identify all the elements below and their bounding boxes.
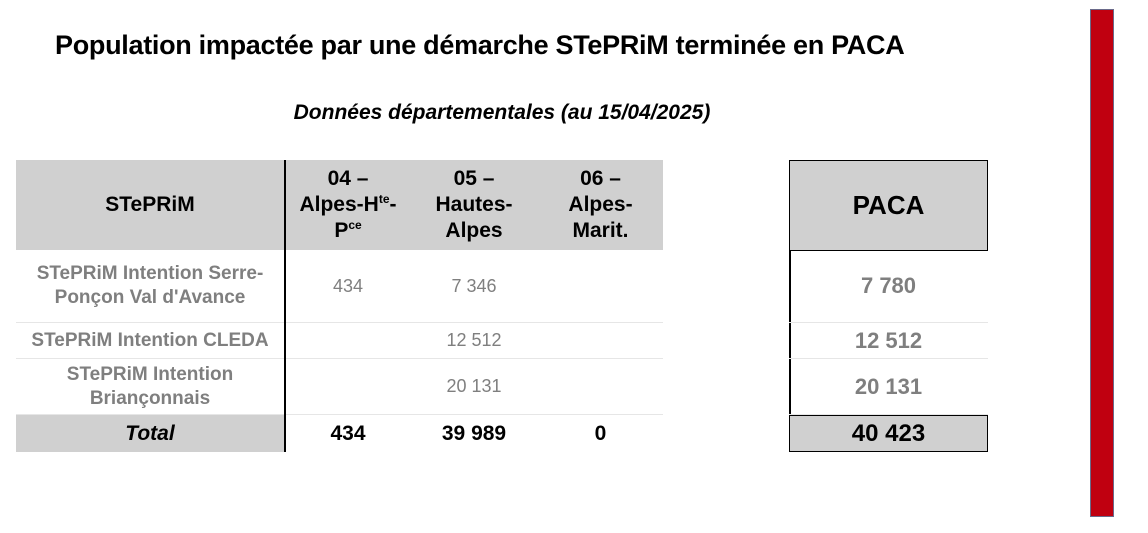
paca-column: PACA 7 780 12 512 20 131 40 423 (789, 160, 988, 452)
cell-serre-poncon-06 (538, 250, 663, 322)
row-label-cleda: STePRiM Intention CLEDA (31, 329, 269, 351)
total-04: 434 (330, 421, 366, 445)
header-col-05-line3: Alpes (445, 219, 503, 242)
total-05: 39 989 (441, 421, 507, 445)
paca-total: 40 423 (789, 415, 988, 452)
page-subtitle: Données départementales (au 15/04/2025) (293, 101, 711, 124)
paca-brianconnais: 20 131 (854, 373, 923, 399)
header-col-06: 06 – Alpes- Marit. (538, 160, 663, 250)
header-col-06-line1: 06 – (580, 167, 621, 190)
paca-left-border (789, 251, 791, 415)
cell-brianconnais-04 (286, 359, 410, 414)
row-divider (789, 322, 988, 323)
cell-serre-poncon-05: 7 346 (451, 275, 497, 296)
header-paca: PACA (789, 160, 988, 251)
header-col-04-line1: 04 – (327, 167, 369, 190)
total-label: Total (16, 415, 284, 452)
cell-brianconnais-05: 20 131 (446, 376, 502, 396)
column-divider (284, 160, 286, 452)
row-label-brianconnais: STePRiM Intention Briançonnais (66, 363, 234, 409)
cell-cleda-06 (538, 323, 663, 358)
row-divider (16, 358, 663, 359)
row-divider (16, 322, 663, 323)
accent-bar (1090, 9, 1114, 517)
cell-cleda-05: 12 512 (446, 330, 502, 350)
header-col-05: 05 – Hautes- Alpes (410, 160, 538, 250)
row-divider (789, 414, 988, 415)
header-col-06-line3: Marit. (572, 219, 629, 242)
header-col-04: 04 – Alpes-Hte- Pce (286, 160, 410, 250)
header-col-05-line2: Hautes- (435, 193, 513, 216)
cell-serre-poncon-04: 434 (332, 275, 364, 296)
header-col-05-line1: 05 – (453, 167, 495, 190)
steprim-table: STePRiM 04 – Alpes-Hte- Pce 05 – Hautes-… (16, 160, 663, 452)
total-row: Total 434 39 989 0 (16, 415, 663, 452)
row-divider (16, 414, 663, 415)
header-col-04-line2: Alpes-Hte- (299, 192, 397, 216)
header-col-06-line2: Alpes- (568, 193, 633, 216)
cell-brianconnais-06 (538, 359, 663, 414)
total-06: 0 (594, 421, 607, 445)
row-label-serre-poncon: STePRiM Intention Serre-Ponçon Val d'Ava… (36, 263, 264, 308)
table-header-row (16, 160, 663, 250)
row-divider (789, 358, 988, 359)
header-col-04-line3: Pce (334, 218, 362, 242)
paca-serre-poncon: 7 780 (860, 273, 917, 298)
paca-cleda: 12 512 (854, 327, 923, 353)
page-title: Population impactée par une démarche STe… (55, 30, 905, 60)
cell-cleda-04 (286, 323, 410, 358)
header-steprim: STePRiM (105, 193, 195, 216)
